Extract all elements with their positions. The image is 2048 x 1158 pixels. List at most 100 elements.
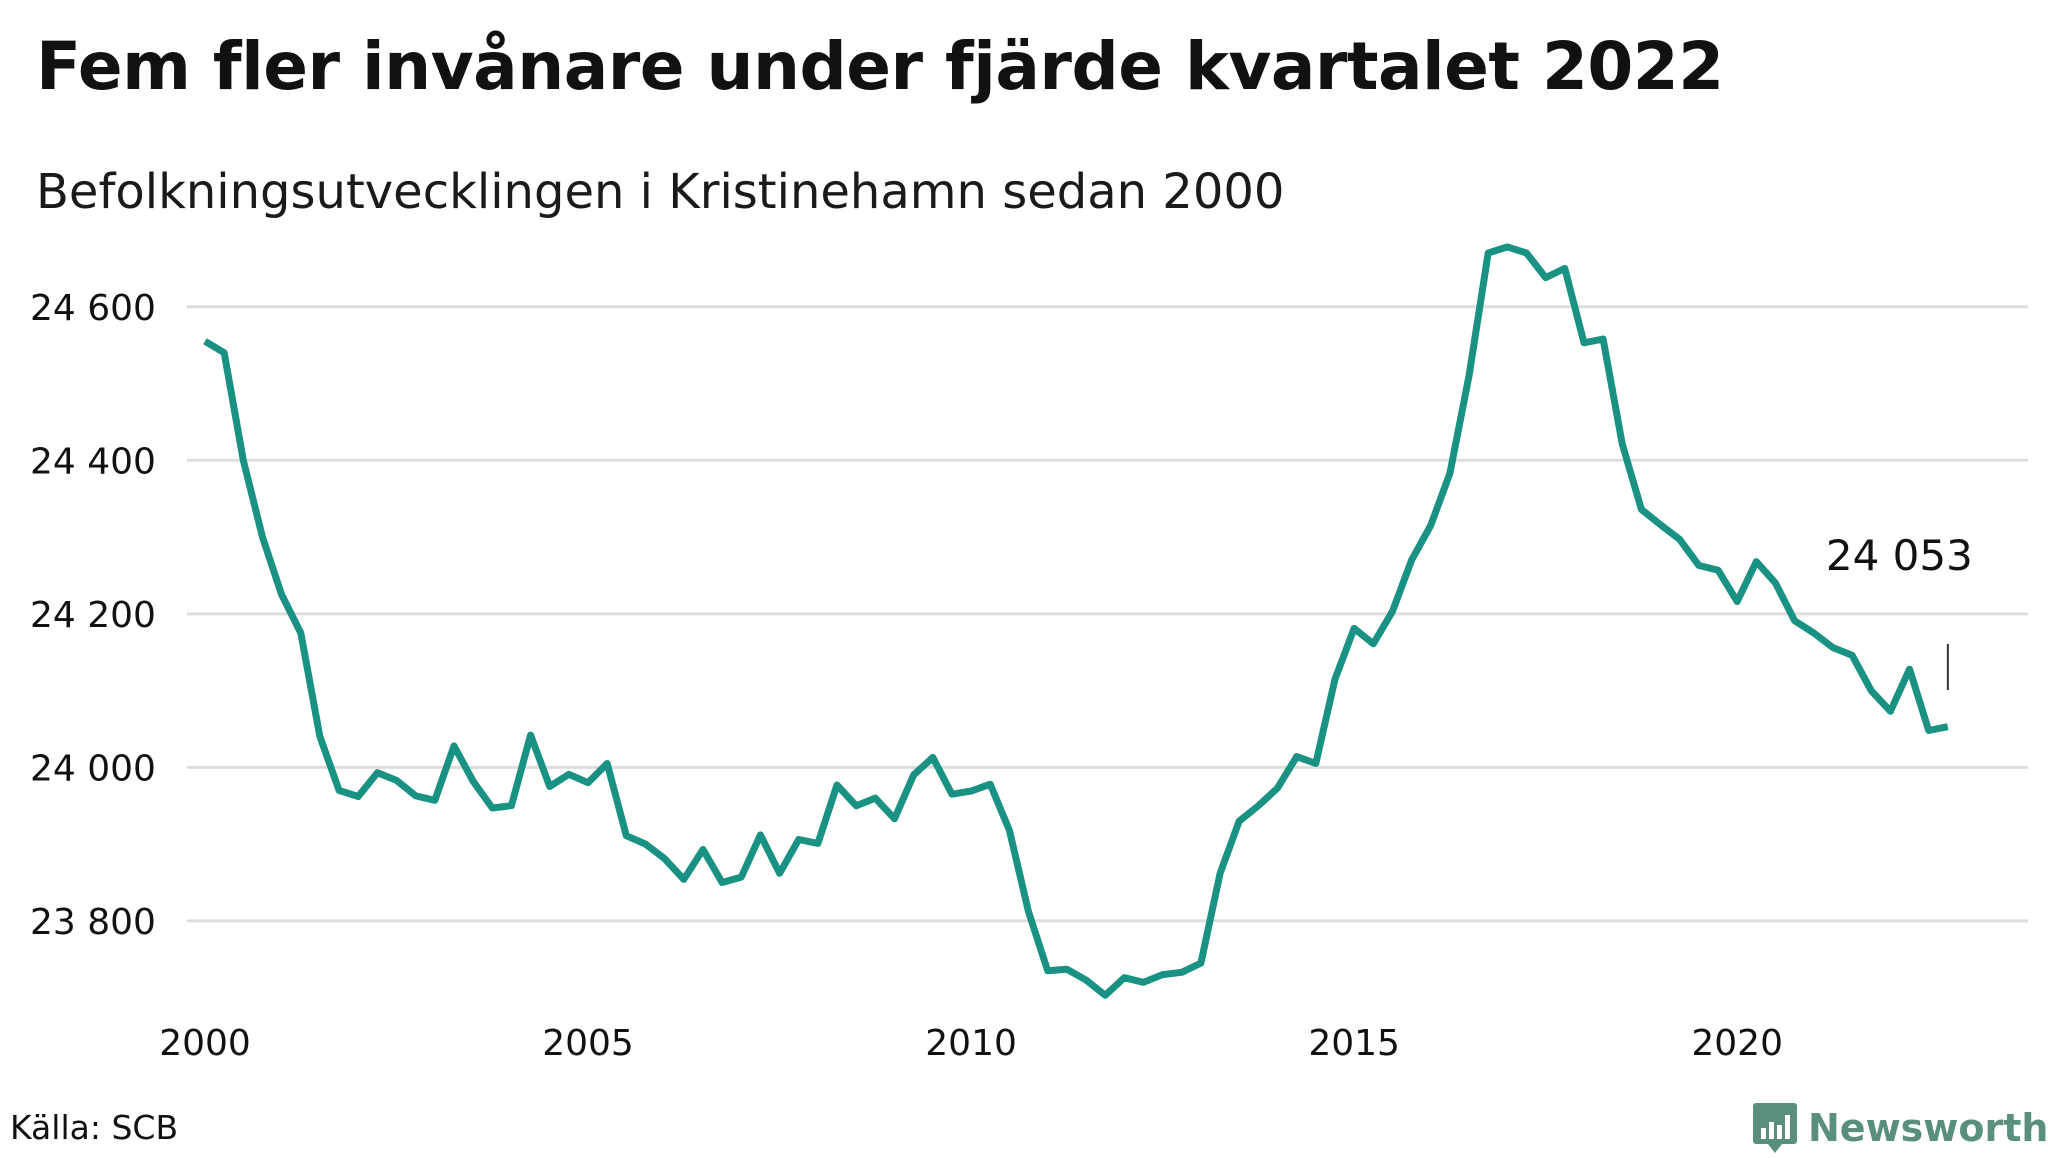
data-point bbox=[1101, 991, 1109, 999]
series-group bbox=[201, 243, 1952, 999]
line-chart: 23 800 24 000 24 200 24 400 24 600 2000 2005 2… bbox=[30, 243, 2028, 1064]
data-point bbox=[1120, 974, 1128, 982]
x-tick-label: 2005 bbox=[542, 1023, 634, 1064]
y-tick-label: 24 200 bbox=[30, 595, 156, 636]
data-point bbox=[1044, 967, 1052, 975]
data-point bbox=[1197, 959, 1205, 967]
data-point bbox=[1772, 579, 1780, 587]
data-point bbox=[1637, 505, 1645, 513]
newsworthy-logo-icon bbox=[1753, 1103, 1797, 1153]
data-point bbox=[450, 742, 458, 750]
data-point bbox=[1254, 802, 1262, 810]
data-point bbox=[259, 533, 267, 541]
y-tick-label: 24 600 bbox=[30, 288, 156, 329]
data-point bbox=[1676, 535, 1684, 543]
data-point bbox=[718, 879, 726, 887]
series-line bbox=[203, 243, 1949, 999]
brand-name: Newsworthy bbox=[1808, 1106, 2048, 1150]
data-point bbox=[680, 875, 688, 883]
data-point bbox=[1216, 869, 1224, 877]
data-point bbox=[986, 780, 994, 788]
data-point bbox=[891, 815, 899, 823]
data-point bbox=[756, 831, 764, 839]
data-point bbox=[852, 802, 860, 810]
data-point bbox=[239, 456, 247, 464]
data-point bbox=[1599, 335, 1607, 343]
data-point bbox=[1810, 629, 1818, 637]
data-point bbox=[1465, 372, 1473, 380]
data-point bbox=[1082, 976, 1090, 984]
data-point bbox=[603, 760, 611, 768]
data-point bbox=[1695, 562, 1703, 570]
data-point bbox=[527, 731, 535, 739]
data-point bbox=[1235, 817, 1243, 825]
x-tick-label: 2010 bbox=[925, 1023, 1017, 1064]
data-point bbox=[1848, 651, 1856, 659]
data-point bbox=[1293, 753, 1301, 761]
data-point bbox=[699, 846, 707, 854]
y-axis-tick-labels: 23 800 24 000 24 200 24 400 24 600 bbox=[30, 288, 156, 943]
data-point bbox=[910, 771, 918, 779]
data-point bbox=[1752, 558, 1760, 566]
data-point bbox=[412, 792, 420, 800]
data-point bbox=[622, 832, 630, 840]
data-point bbox=[1388, 608, 1396, 616]
data-point bbox=[1484, 249, 1492, 257]
data-point bbox=[1005, 826, 1013, 834]
data-point bbox=[1657, 521, 1665, 529]
data-point bbox=[1906, 665, 1914, 673]
data-point bbox=[393, 776, 401, 784]
data-point bbox=[373, 769, 381, 777]
data-point bbox=[220, 349, 228, 357]
data-point bbox=[1523, 249, 1531, 257]
data-point bbox=[814, 839, 822, 847]
data-point bbox=[546, 783, 554, 791]
data-point bbox=[1063, 965, 1071, 973]
data-point bbox=[1733, 598, 1741, 606]
data-point bbox=[297, 629, 305, 637]
data-point bbox=[431, 796, 439, 804]
data-point bbox=[1561, 264, 1569, 272]
gridlines bbox=[187, 305, 2028, 923]
data-point bbox=[469, 777, 477, 785]
data-point bbox=[1274, 784, 1282, 792]
data-point bbox=[1791, 617, 1799, 625]
data-point bbox=[1427, 522, 1435, 530]
data-point bbox=[833, 781, 841, 789]
data-point bbox=[1350, 624, 1358, 632]
data-point bbox=[1925, 727, 1933, 735]
chart-subtitle: Befolkningsutvecklingen i Kristinehamn s… bbox=[36, 164, 1285, 220]
data-point bbox=[565, 770, 573, 778]
data-point bbox=[661, 855, 669, 863]
data-point bbox=[201, 337, 209, 345]
data-point bbox=[776, 869, 784, 877]
data-point bbox=[316, 733, 324, 741]
data-point bbox=[1542, 274, 1550, 282]
annotation-label: 24 053 bbox=[1826, 531, 1973, 580]
data-point bbox=[929, 753, 937, 761]
data-point bbox=[584, 779, 592, 787]
data-point bbox=[354, 793, 362, 801]
x-tick-label: 2000 bbox=[159, 1023, 251, 1064]
data-point bbox=[1159, 971, 1167, 979]
y-tick-label: 24 000 bbox=[30, 748, 156, 789]
data-point bbox=[967, 787, 975, 795]
data-point bbox=[642, 840, 650, 848]
data-point bbox=[1369, 640, 1377, 648]
source-note: Källa: SCB bbox=[10, 1108, 179, 1147]
y-tick-label: 23 800 bbox=[30, 902, 156, 943]
data-point bbox=[1829, 644, 1837, 652]
brand-logo: Newsworthy bbox=[1752, 1098, 2048, 1158]
data-point bbox=[1446, 469, 1454, 477]
y-tick-label: 24 400 bbox=[30, 441, 156, 482]
data-point bbox=[335, 786, 343, 794]
data-point bbox=[1025, 908, 1033, 916]
data-point bbox=[1408, 556, 1416, 564]
annotation-group: 24 053 bbox=[1826, 531, 1973, 690]
data-point bbox=[1331, 675, 1339, 683]
data-point bbox=[1312, 760, 1320, 768]
data-point bbox=[1944, 723, 1952, 731]
data-point bbox=[737, 873, 745, 881]
data-point bbox=[1886, 707, 1894, 715]
chart-title: Fem fler invånare under fjärde kvartalet… bbox=[36, 28, 1724, 105]
